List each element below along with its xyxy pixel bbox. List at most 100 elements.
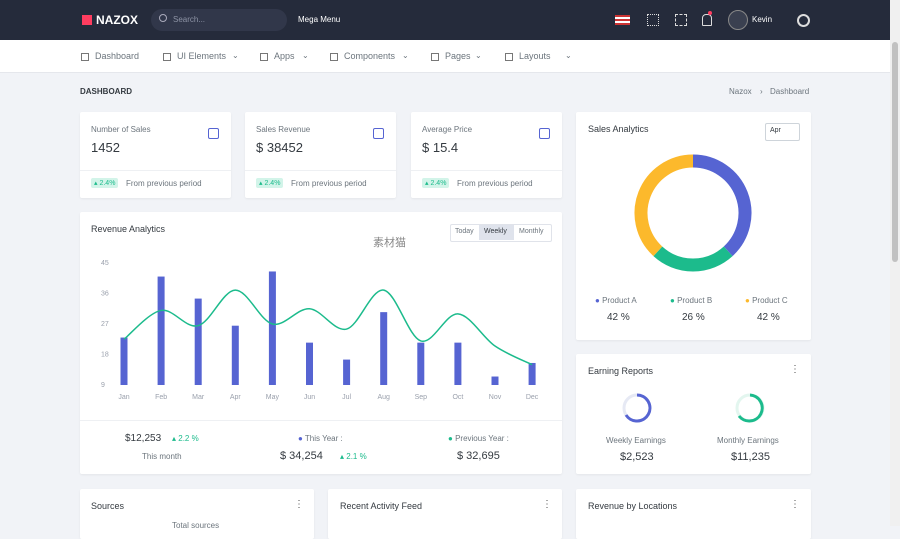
menu-item[interactable]: UI Elements (177, 51, 227, 61)
bar (343, 359, 351, 385)
kebab-menu[interactable]: ⋮ (790, 499, 800, 510)
previous-year-label: Previous Year : (455, 434, 509, 443)
menu-item[interactable]: Layouts (519, 51, 551, 61)
stat-label: Average Price (422, 125, 473, 134)
avatar[interactable] (728, 10, 748, 30)
earning-label: Weekly Earnings (606, 436, 666, 445)
stat-value: $ 15.4 (422, 140, 459, 155)
tab[interactable]: Weekly (484, 228, 507, 235)
month-select[interactable] (765, 123, 800, 141)
menu-item[interactable]: Components (344, 51, 396, 61)
x-tick-label: Feb (155, 394, 167, 401)
change-badge: ▴ 2.4% (256, 178, 284, 188)
legend-value: 42 % (757, 312, 780, 323)
tab[interactable]: Today (455, 228, 474, 235)
kebab-menu[interactable]: ⋮ (790, 364, 800, 375)
tab[interactable]: Monthly (519, 228, 544, 235)
tab-group (450, 224, 552, 242)
change-text: 2.4% (99, 180, 116, 187)
x-tick-label: Jul (342, 394, 351, 401)
flag[interactable] (615, 15, 630, 25)
bar (454, 342, 462, 385)
page-title: DASHBOARD (80, 87, 132, 96)
legend-dot: ● (595, 296, 603, 305)
bar (417, 342, 425, 385)
watermark: 素材猫 (373, 237, 406, 249)
y-tick-label: 18 (101, 351, 109, 358)
x-tick-label: May (266, 394, 280, 401)
summary-change: ▴ 2.2 % (172, 434, 199, 443)
search-box[interactable] (151, 9, 287, 31)
this-year-change: 2.1 % (346, 452, 367, 461)
scrollbar-thumb[interactable] (892, 42, 898, 262)
card-title: Revenue Analytics (91, 224, 166, 234)
bar (380, 312, 388, 385)
logo-icon (82, 15, 92, 25)
legend-item: ● Product A (595, 296, 637, 305)
menu-bar (0, 40, 890, 73)
legend-label: Product A (602, 296, 637, 305)
divider (411, 170, 562, 171)
legend-item: ● Product B (670, 296, 712, 305)
bell-icon[interactable] (702, 14, 712, 26)
charts: 9 18 27 36 45 Jan Feb Mar Apr May Jun Jul Aug Sep Oct N… (101, 154, 765, 423)
brand[interactable]: NAZOX (96, 13, 138, 27)
sales-analytics-card (576, 112, 811, 340)
previous-year-value: $ 32,695 (457, 450, 500, 462)
scrollbar[interactable] (890, 0, 900, 526)
stat-value: $ 38452 (256, 140, 303, 155)
apps-icon[interactable] (647, 14, 659, 26)
kebab-menu[interactable]: ⋮ (294, 499, 304, 510)
y-tick-label: 27 (101, 321, 109, 328)
menu-item[interactable]: Pages (445, 51, 471, 61)
ring (624, 393, 652, 423)
bar (491, 376, 499, 385)
x-tick-label: Mar (192, 394, 205, 401)
earning-reports-card (576, 354, 811, 474)
donut-segment (634, 154, 694, 257)
menu-icon (260, 53, 268, 61)
legend-dot: ● (745, 296, 753, 305)
stat-icon (373, 128, 384, 139)
settings-icon[interactable] (797, 14, 810, 27)
earning-label: Monthly Earnings (717, 436, 779, 445)
mega-menu[interactable]: Mega Menu (298, 15, 341, 24)
donut-segment (653, 246, 733, 272)
card-title: Sources (91, 501, 125, 511)
y-tick-label: 45 (101, 260, 109, 267)
legend-value: 26 % (682, 312, 705, 323)
divider (80, 170, 231, 171)
summary-amount: $12,253 (125, 433, 162, 444)
fullscreen-icon[interactable] (675, 14, 687, 26)
stat-label: Number of Sales (91, 125, 151, 134)
earning-value: $11,235 (731, 451, 770, 463)
bar (528, 362, 536, 385)
this-year-value: $ 34,254 (280, 450, 323, 462)
dot: ● (448, 434, 456, 443)
menu-item[interactable]: Apps (274, 51, 295, 61)
user-name[interactable]: Kevin (752, 15, 773, 24)
menu-icon (81, 53, 89, 61)
x-tick-label: Jun (304, 394, 315, 401)
kebab-menu[interactable]: ⋮ (542, 499, 552, 510)
search-icon (159, 14, 167, 22)
stat-note: From previous period (126, 179, 202, 188)
stat-note: From previous period (291, 179, 367, 188)
bar (194, 298, 202, 385)
menu-item[interactable]: Dashboard (95, 51, 140, 61)
y-tick-label: 36 (101, 290, 109, 297)
breadcrumb[interactable]: Nazox (729, 87, 752, 96)
card-title: Revenue by Locations (588, 501, 678, 511)
donut-segment (692, 154, 752, 257)
card-title: Recent Activity Feed (340, 501, 423, 511)
x-tick-label: Apr (230, 394, 242, 401)
divider (245, 170, 396, 171)
change-badge: ▴ 2.4% (422, 178, 450, 188)
x-tick-label: Jan (118, 394, 129, 401)
breadcrumb: Dashboard (770, 87, 810, 96)
up-arrow: ▴ (172, 434, 179, 443)
bar (231, 325, 239, 385)
menu-icon (163, 53, 171, 61)
x-tick-label: Nov (489, 394, 502, 401)
this-year-label: This Year : (304, 434, 343, 443)
